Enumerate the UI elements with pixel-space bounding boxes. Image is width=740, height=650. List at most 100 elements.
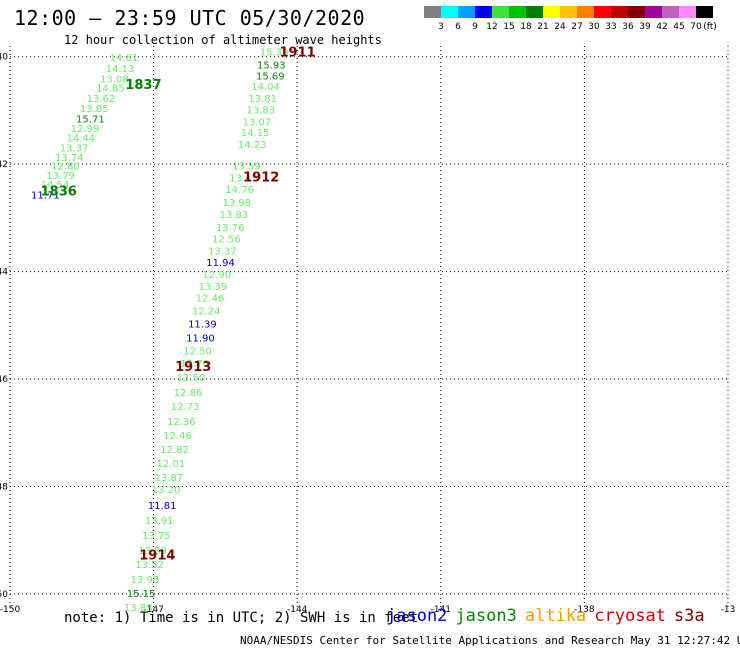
wave-height-value: 13.52 — [135, 560, 164, 571]
wave-height-value: 13.79 — [46, 171, 75, 182]
wave-height-value: 13.91 — [145, 516, 174, 527]
wave-height-value: 11.71 — [31, 191, 60, 202]
wave-height-value: 12.82 — [160, 445, 189, 456]
wave-height-value: 15.15 — [127, 589, 156, 600]
longitude-tick-label: -144 — [287, 605, 308, 615]
satellite-s3a: s3a — [673, 606, 705, 626]
wave-height-value: 13.37 — [208, 246, 237, 257]
pass-time-label: 1913 — [175, 360, 211, 375]
legend-swatch — [611, 6, 628, 18]
wave-height-value: 14.76 — [225, 185, 254, 196]
wave-height-value: 13.98 — [131, 575, 160, 586]
legend-label: 3 — [438, 22, 444, 32]
latitude-tick-label: -46 — [0, 375, 8, 385]
satellite-jason2: jason2 — [386, 606, 448, 626]
legend-swatch — [492, 6, 509, 18]
wave-height-value: 12.36 — [167, 417, 196, 428]
units-note: note: 1) Time is in UTC; 2) SWH is in fe… — [64, 610, 419, 626]
legend-label: 42 — [656, 22, 668, 32]
wave-height-value: 11.94 — [206, 258, 235, 269]
legend-swatch — [594, 6, 611, 18]
legend-label: 30 — [588, 22, 600, 32]
wave-height-value: 13.98 — [223, 198, 252, 209]
wave-height-value: 15.69 — [256, 71, 285, 82]
wave-height-value: 13.07 — [243, 117, 272, 128]
longitude-tick-label: -147 — [143, 605, 163, 615]
legend-swatch — [475, 6, 492, 18]
legend-swatch — [424, 6, 441, 18]
wave-height-value: 12.73 — [171, 402, 200, 413]
wave-height-value: 14.15 — [241, 128, 270, 139]
pass-time-label: 1914 — [139, 549, 175, 564]
wave-height-value: 13.83 — [124, 603, 153, 614]
legend-label: 21 — [537, 22, 549, 32]
longitude-tick-label: -138 — [574, 605, 595, 615]
wave-height-value: 12.24 — [192, 307, 221, 318]
wave-height-value: 13.20 — [152, 485, 181, 496]
wave-height-value: 12.78 — [180, 359, 209, 370]
wave-height-value: 12.50 — [183, 346, 212, 357]
satellite-legend: jason2 jason3 altika cryosat s3a — [386, 606, 713, 626]
legend-label: 70 — [690, 22, 702, 32]
pass-time-label: 1912 — [243, 170, 279, 185]
pass-time-label: 1911 — [279, 46, 315, 61]
legend-swatch — [679, 6, 696, 18]
wave-height-value: 13.62 — [87, 94, 116, 105]
wave-height-value: 13.45 — [229, 173, 258, 184]
legend-label: 6 — [455, 22, 461, 32]
footer-credit: NOAA/NESDIS Center for Satellite Applica… — [240, 634, 740, 647]
wave-height-value: 13.76 — [216, 223, 245, 234]
wave-height-value: 14.85 — [96, 84, 125, 95]
longitude-tick-label: -141 — [431, 605, 451, 615]
legend-swatch — [543, 6, 560, 18]
longitude-tick-label: -13 — [721, 605, 736, 615]
legend-swatch — [526, 6, 543, 18]
wave-height-value: 14.04 — [251, 82, 280, 93]
wave-height-value: 14.54 — [41, 180, 70, 191]
legend-swatch — [509, 6, 526, 18]
wave-height-value: 14.44 — [66, 134, 95, 145]
wave-height-value: 12.56 — [212, 235, 241, 246]
wave-height-value: 12.90 — [202, 270, 231, 281]
wave-height-value: 15.39 — [260, 48, 289, 59]
latitude-tick-label: -40 — [0, 53, 8, 63]
latitude-tick-label: -48 — [0, 482, 8, 492]
wave-height-value: 13.83 — [220, 210, 249, 221]
wave-height-value: 13.81 — [248, 94, 277, 105]
legend-swatch — [560, 6, 577, 18]
wave-height-value: 13.59 — [232, 162, 261, 173]
map-title: 12:00 – 23:59 UTC 05/30/2020 — [14, 6, 366, 30]
wave-height-value: 15.71 — [76, 114, 105, 125]
wave-height-value: 11.39 — [188, 319, 217, 330]
wave-height-value: 14.81 — [110, 53, 139, 64]
legend-swatch — [696, 6, 713, 18]
wave-height-value: 13.87 — [155, 473, 184, 484]
legend-label: 15 — [503, 22, 515, 32]
legend-swatch — [458, 6, 475, 18]
legend-swatch — [662, 6, 679, 18]
legend-swatch — [441, 6, 458, 18]
wave-height-value: 12.99 — [71, 124, 100, 135]
wave-height-value: 13.83 — [246, 106, 275, 117]
legend-swatch — [628, 6, 645, 18]
wave-height-value: 14.13 — [106, 64, 135, 75]
wave-height-value: 13.50 — [177, 373, 206, 384]
legend-label: 18 — [520, 22, 532, 32]
wave-height-value: 11.81 — [148, 501, 177, 512]
wave-height-value: 13.08 — [100, 75, 129, 86]
latitude-tick-label: -44 — [0, 268, 8, 278]
legend-unit: (ft) — [703, 22, 717, 32]
wave-height-value: 13.74 — [55, 153, 84, 164]
legend-label: 24 — [554, 22, 566, 32]
legend-label: 9 — [472, 22, 478, 32]
pass-time-label: 1836 — [41, 184, 77, 199]
wave-height-value: 13.89 — [138, 546, 167, 557]
legend-label: 45 — [673, 22, 685, 32]
legend-label: 33 — [605, 22, 617, 32]
satellite-altika: altika — [524, 606, 587, 626]
legend-label: 39 — [639, 22, 651, 32]
wave-height-value: 14.23 — [238, 140, 267, 151]
pass-time-label: 1837 — [125, 78, 161, 93]
wave-height-value: 12.80 — [51, 162, 80, 173]
